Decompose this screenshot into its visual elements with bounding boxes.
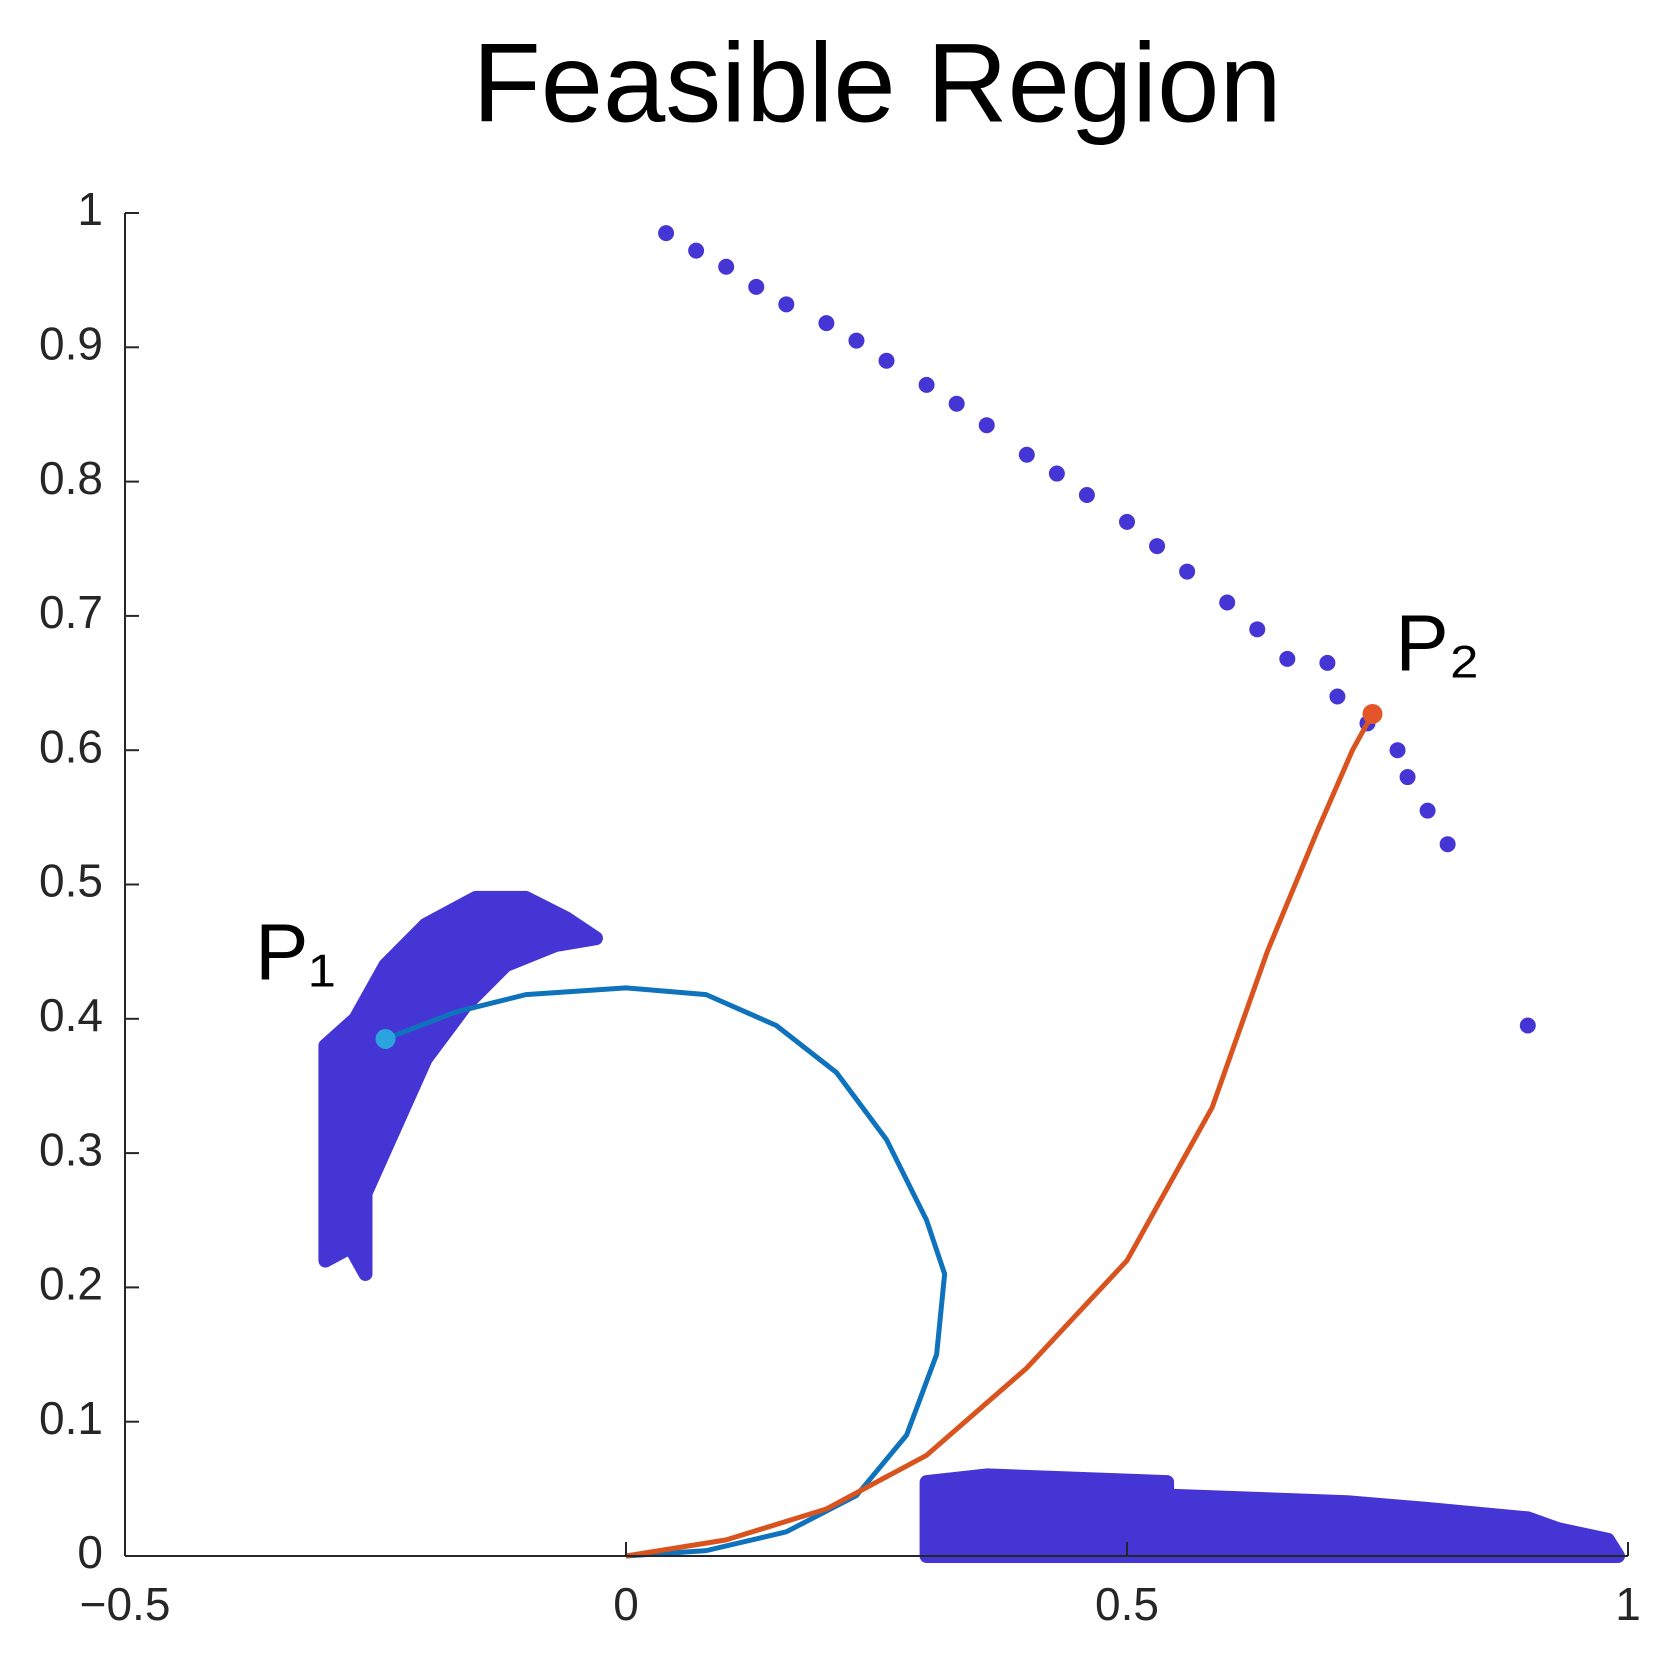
scatter-dot <box>1179 563 1196 580</box>
feasible-region <box>318 890 603 1281</box>
scatter-dot <box>1319 654 1336 671</box>
x-tick-label: 0.5 <box>1095 1578 1159 1630</box>
y-tick-label: 0.3 <box>39 1123 103 1175</box>
scatter-dot <box>1119 513 1135 530</box>
y-tick-label: 0.4 <box>39 989 103 1041</box>
x-tick-label: −0.5 <box>80 1578 171 1630</box>
y-tick-label: 0.1 <box>39 1392 103 1444</box>
curve <box>384 985 948 1559</box>
scatter-dot <box>978 417 995 434</box>
scatter-dot <box>1279 650 1296 667</box>
x-tick-label: 1 <box>1615 1578 1641 1630</box>
key-point <box>375 1028 396 1049</box>
annotation: P₂ <box>1395 599 1479 688</box>
x-tick-label: 0 <box>613 1578 639 1630</box>
scatter-dot <box>1018 446 1035 463</box>
scatter-dot <box>1219 594 1236 611</box>
scatter-dot <box>818 315 835 332</box>
scatter-dot <box>878 352 895 369</box>
scatter-dot <box>948 395 965 412</box>
scatter-dot <box>1329 688 1346 705</box>
scatter-dot <box>1439 836 1456 853</box>
y-tick-label: 0 <box>77 1526 103 1578</box>
scatter-dot <box>658 225 675 242</box>
scatter-dot <box>1249 621 1266 638</box>
curve <box>625 712 1375 1559</box>
scatter-dot <box>1078 487 1095 504</box>
scatter-dot <box>718 258 735 275</box>
scatter-dot <box>1048 465 1065 482</box>
y-tick-label: 0.6 <box>39 720 103 772</box>
scatter-dot <box>778 296 795 313</box>
scatter-dot <box>848 332 865 349</box>
scatter-dot <box>748 278 765 295</box>
y-tick-label: 0.5 <box>39 855 103 907</box>
key-point <box>1362 703 1383 724</box>
scatter-dot <box>1399 769 1416 786</box>
scatter-dot <box>1519 1017 1536 1034</box>
y-tick-label: 0.8 <box>39 452 103 504</box>
feasible-region <box>919 1468 1625 1563</box>
scatter-dot <box>1149 538 1166 555</box>
y-tick-label: 0.9 <box>39 317 103 369</box>
scatter-dot <box>1389 742 1406 759</box>
y-tick-label: 1 <box>77 183 103 235</box>
scatter-dot <box>918 376 935 393</box>
scatter-dot <box>1419 802 1436 819</box>
y-tick-label: 0.2 <box>39 1258 103 1310</box>
chart-title: Feasible Region <box>472 21 1281 146</box>
scatter-dot <box>688 242 705 259</box>
y-tick-label: 0.7 <box>39 586 103 638</box>
annotation: P₁ <box>255 907 335 996</box>
